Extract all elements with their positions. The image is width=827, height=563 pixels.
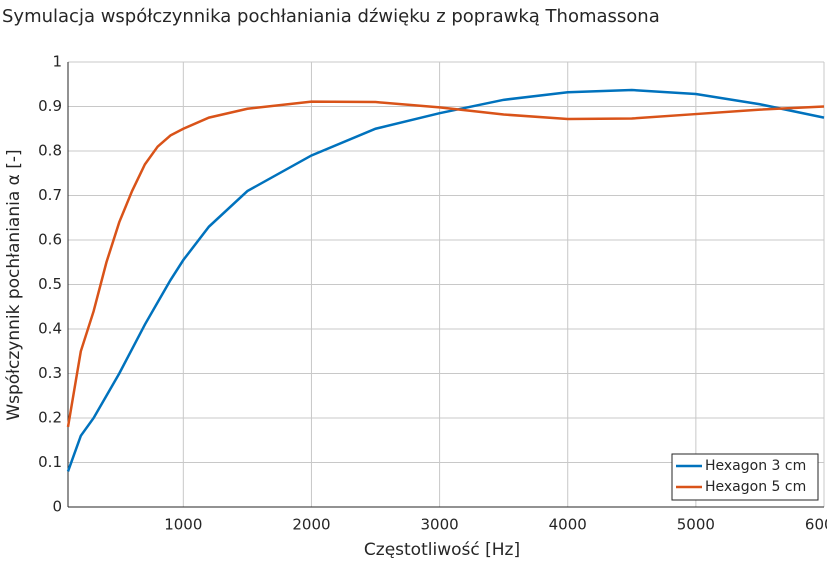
legend-label: Hexagon 3 cm	[705, 458, 806, 474]
x-axis-label: Częstotliwość [Hz]	[364, 540, 520, 560]
legend-box	[671, 453, 819, 501]
y-tick-label: 0.8	[38, 142, 62, 160]
y-tick-label: 0.7	[38, 186, 62, 204]
x-tick-label: 5000	[677, 516, 715, 534]
x-tick-label: 6000	[805, 516, 827, 534]
legend-label: Hexagon 5 cm	[705, 479, 806, 495]
chart-title: Symulacja współczynnika pochłaniania dźw…	[2, 6, 660, 27]
y-axis-label: Współczynnik pochłaniania α [-]	[4, 149, 24, 420]
y-tick-label: 0.9	[38, 97, 62, 115]
x-tick-label: 4000	[549, 516, 587, 534]
x-tick-label: 2000	[292, 516, 330, 534]
y-tick-label: 0.2	[38, 409, 62, 427]
line	[66, 88, 825, 472]
y-tick-label: 0.4	[38, 320, 62, 338]
y-tick-label: 0.6	[38, 231, 62, 249]
y-tick-label: 0.3	[38, 364, 62, 382]
x-tick-label: 3000	[420, 516, 458, 534]
y-tick-label: 0.1	[38, 453, 62, 471]
y-tick-label: 0	[52, 498, 62, 516]
y-tick-label: 1	[52, 53, 62, 71]
line	[66, 100, 825, 428]
x-tick-label: 1000	[164, 516, 202, 534]
y-tick-label: 0.5	[38, 275, 62, 293]
